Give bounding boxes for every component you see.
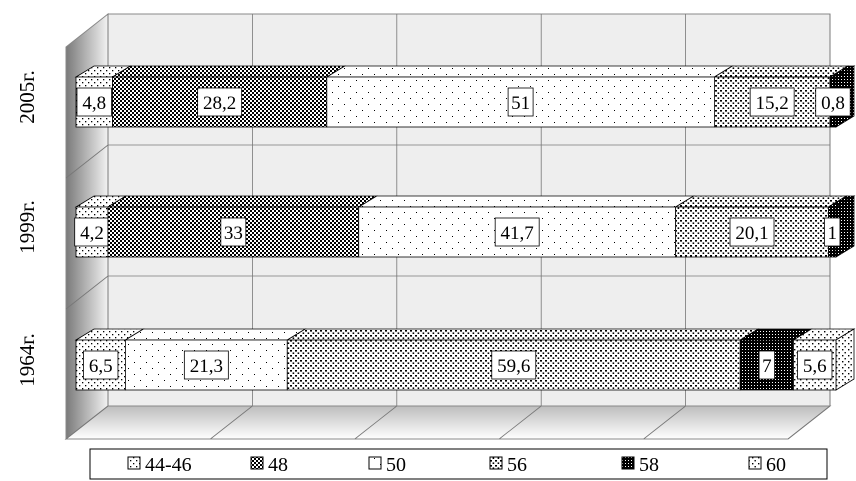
data-label-box: [758, 350, 775, 380]
data-label-box: [197, 87, 243, 117]
bar-segment-top: [325, 65, 734, 78]
legend-label: 48: [268, 454, 288, 476]
bars: 6,5 21,3 59,6 7 5,6 4,2 33 41,7 20,1 1 4,8 28,2 51 15…: [74, 65, 856, 391]
legend-item: 58: [621, 454, 659, 476]
bar-segment-top: [285, 328, 760, 341]
legend-item: 44-46: [127, 454, 192, 476]
data-label-box: [220, 217, 247, 247]
gridline-side: [65, 144, 109, 179]
legend-swatch: [127, 456, 141, 470]
legend-swatch: [250, 456, 264, 470]
gridline-side: [65, 275, 109, 310]
data-label-box: [83, 350, 119, 380]
data-label-box: [824, 217, 841, 247]
bar-segment: [107, 206, 360, 258]
legend-item: 50: [368, 454, 406, 476]
legend-swatch: [621, 456, 635, 470]
data-label-box: [729, 217, 775, 247]
legend-item: 60: [748, 454, 786, 476]
bar-segment-top: [357, 195, 696, 208]
legend-label: 50: [386, 454, 406, 476]
data-label-box: [491, 350, 537, 380]
data-label-box: [74, 217, 110, 247]
y-axis-labels: 1964г. 1999г. 2005г.: [15, 70, 39, 387]
category-label: 1964г.: [15, 333, 39, 387]
data-label: 6,5: [89, 356, 113, 377]
data-label: 20,1: [735, 223, 768, 244]
bar-segment-side: [835, 328, 855, 391]
floor: [64, 405, 832, 440]
category-label: 1999г.: [15, 200, 39, 254]
data-label: 1: [827, 223, 837, 244]
bar-segment-top: [106, 195, 379, 208]
gridline-floor: [643, 405, 686, 440]
bar-segment-top: [111, 65, 347, 78]
legend: 44-46 48 50 56 58 60: [89, 448, 828, 480]
data-label-box: [815, 87, 851, 117]
data-label: 33: [224, 223, 243, 244]
data-label: 28,2: [203, 93, 236, 114]
gridline-floor: [210, 405, 253, 440]
legend-label: 58: [639, 454, 659, 476]
legend-box: [89, 448, 828, 480]
data-label: 5,6: [803, 356, 827, 377]
data-label-box: [494, 217, 540, 247]
legend-label: 56: [507, 454, 527, 476]
gridline-floor: [354, 405, 398, 440]
gridline-floor: [65, 405, 109, 440]
data-label-box: [183, 350, 229, 380]
gridline-floor: [498, 405, 542, 440]
bar-segment-top: [123, 328, 307, 341]
data-label: 0,8: [821, 93, 845, 114]
bar-segment-top: [674, 195, 848, 208]
data-label: 4,2: [80, 223, 104, 244]
data-label: 51: [511, 93, 530, 114]
legend-swatch: [748, 456, 762, 470]
category-label: 2005г.: [15, 70, 39, 124]
legend-item: 56: [489, 454, 527, 476]
data-label: 7: [762, 356, 772, 377]
legend-item: 48: [250, 454, 288, 476]
data-label: 4,8: [82, 93, 106, 114]
data-label-box: [76, 87, 112, 117]
data-label: 59,6: [497, 356, 530, 377]
gridline-floor: [787, 405, 831, 440]
data-label: 41,7: [501, 223, 534, 244]
bar-segment-top: [712, 65, 850, 78]
legend-swatch: [368, 456, 382, 470]
data-label-box: [797, 350, 833, 380]
legend-label: 60: [766, 454, 786, 476]
data-label-box: [507, 87, 534, 117]
data-label: 15,2: [756, 93, 789, 114]
legend-label: 44-46: [145, 454, 192, 476]
legend-swatch: [489, 456, 503, 470]
data-label: 21,3: [190, 356, 223, 377]
data-label-box: [749, 87, 795, 117]
